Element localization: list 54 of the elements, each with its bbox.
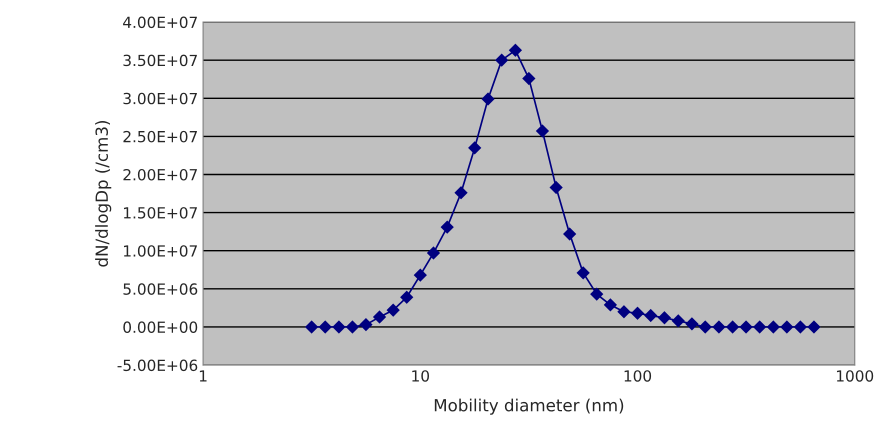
point xyxy=(712,320,726,334)
point xyxy=(522,72,536,85)
point xyxy=(346,320,359,334)
x-tick-label: 1000 xyxy=(836,370,874,382)
y-tick-label: 3.00E+07 xyxy=(123,92,197,104)
point xyxy=(440,220,454,234)
point xyxy=(468,141,482,154)
x-tick-label: 100 xyxy=(624,370,652,382)
point xyxy=(400,290,414,304)
point xyxy=(618,305,630,318)
point xyxy=(373,310,386,324)
point xyxy=(508,44,522,57)
point xyxy=(644,309,658,322)
y-axis-title: dN/dlogDp (/cm3) xyxy=(95,121,112,267)
point xyxy=(686,317,698,330)
point xyxy=(550,181,563,194)
point xyxy=(766,320,780,334)
point xyxy=(698,320,712,334)
point xyxy=(590,288,604,301)
y-tick-label: 3.50E+07 xyxy=(123,54,197,66)
point xyxy=(360,318,372,332)
point xyxy=(332,320,346,334)
point xyxy=(536,124,549,138)
x-axis-title: Mobility diameter (nm) xyxy=(434,398,624,415)
y-tick-label: 0.00E+00 xyxy=(123,321,198,333)
point xyxy=(780,320,794,334)
point xyxy=(576,266,590,280)
y-tick-label: 1.50E+07 xyxy=(124,207,197,219)
point xyxy=(482,92,494,106)
point xyxy=(305,320,318,334)
y-tick-label: 2.00E+07 xyxy=(123,168,197,181)
point xyxy=(495,54,508,67)
point xyxy=(672,314,685,328)
point xyxy=(740,320,752,334)
y-tick-label: 5.00E+06 xyxy=(123,283,198,295)
y-tick-label: 1.00E+07 xyxy=(124,245,197,257)
point xyxy=(794,320,807,334)
x-tick-label: 1 xyxy=(200,370,207,382)
point xyxy=(726,320,740,334)
point xyxy=(753,320,766,334)
point xyxy=(318,320,332,334)
y-tick-label: 2.50E+07 xyxy=(123,130,197,142)
point xyxy=(631,306,644,320)
point xyxy=(658,311,671,324)
point xyxy=(427,246,440,260)
y-tick-label: 4.00E+07 xyxy=(123,16,197,28)
point xyxy=(604,298,617,312)
x-tick-label: 10 xyxy=(412,370,430,382)
point xyxy=(454,186,468,200)
point xyxy=(808,320,820,334)
point xyxy=(386,304,400,317)
point xyxy=(414,268,427,282)
point xyxy=(563,228,576,240)
y-tick-label: -5.00E+06 xyxy=(118,360,198,372)
